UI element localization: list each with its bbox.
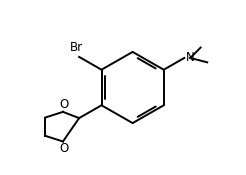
Text: Br: Br — [70, 40, 83, 54]
Text: N: N — [185, 51, 194, 64]
Text: O: O — [60, 98, 69, 111]
Text: O: O — [60, 142, 69, 155]
